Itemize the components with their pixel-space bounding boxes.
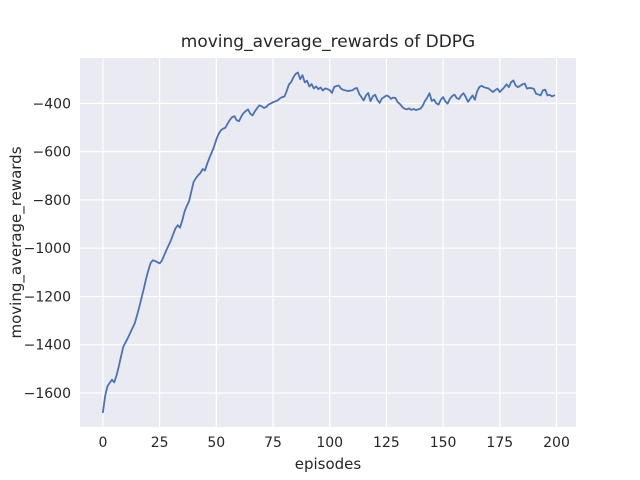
y-tick-label: −1200	[24, 289, 71, 305]
x-tick-label: 150	[430, 435, 457, 451]
tick-labels: 0 25 50 75 100 125 150 175 200 −400 −600 −800 −1000 −…	[24, 96, 570, 451]
x-tick-label: 175	[486, 435, 513, 451]
x-tick-label: 75	[264, 435, 282, 451]
y-axis-label: moving_average_rewards	[7, 146, 26, 338]
y-tick-label: −400	[33, 96, 71, 112]
y-tick-label: −800	[33, 193, 71, 209]
x-tick-label: 50	[207, 435, 225, 451]
x-tick-label: 100	[316, 435, 343, 451]
x-axis-label: episodes	[295, 455, 362, 473]
y-tick-label: −1000	[24, 241, 71, 257]
x-tick-label: 25	[151, 435, 169, 451]
data-series	[102, 71, 556, 414]
chart-title: moving_average_rewards of DDPG	[181, 32, 475, 52]
axes-background	[80, 58, 576, 427]
y-tick-label: −1600	[24, 386, 71, 402]
x-tick-label: 0	[98, 435, 107, 451]
x-tick-label: 200	[543, 435, 570, 451]
line-series	[102, 71, 556, 414]
y-tick-label: −1400	[24, 338, 71, 354]
y-tick-label: −600	[33, 145, 71, 161]
x-tick-label: 125	[373, 435, 400, 451]
gridlines	[80, 58, 576, 427]
